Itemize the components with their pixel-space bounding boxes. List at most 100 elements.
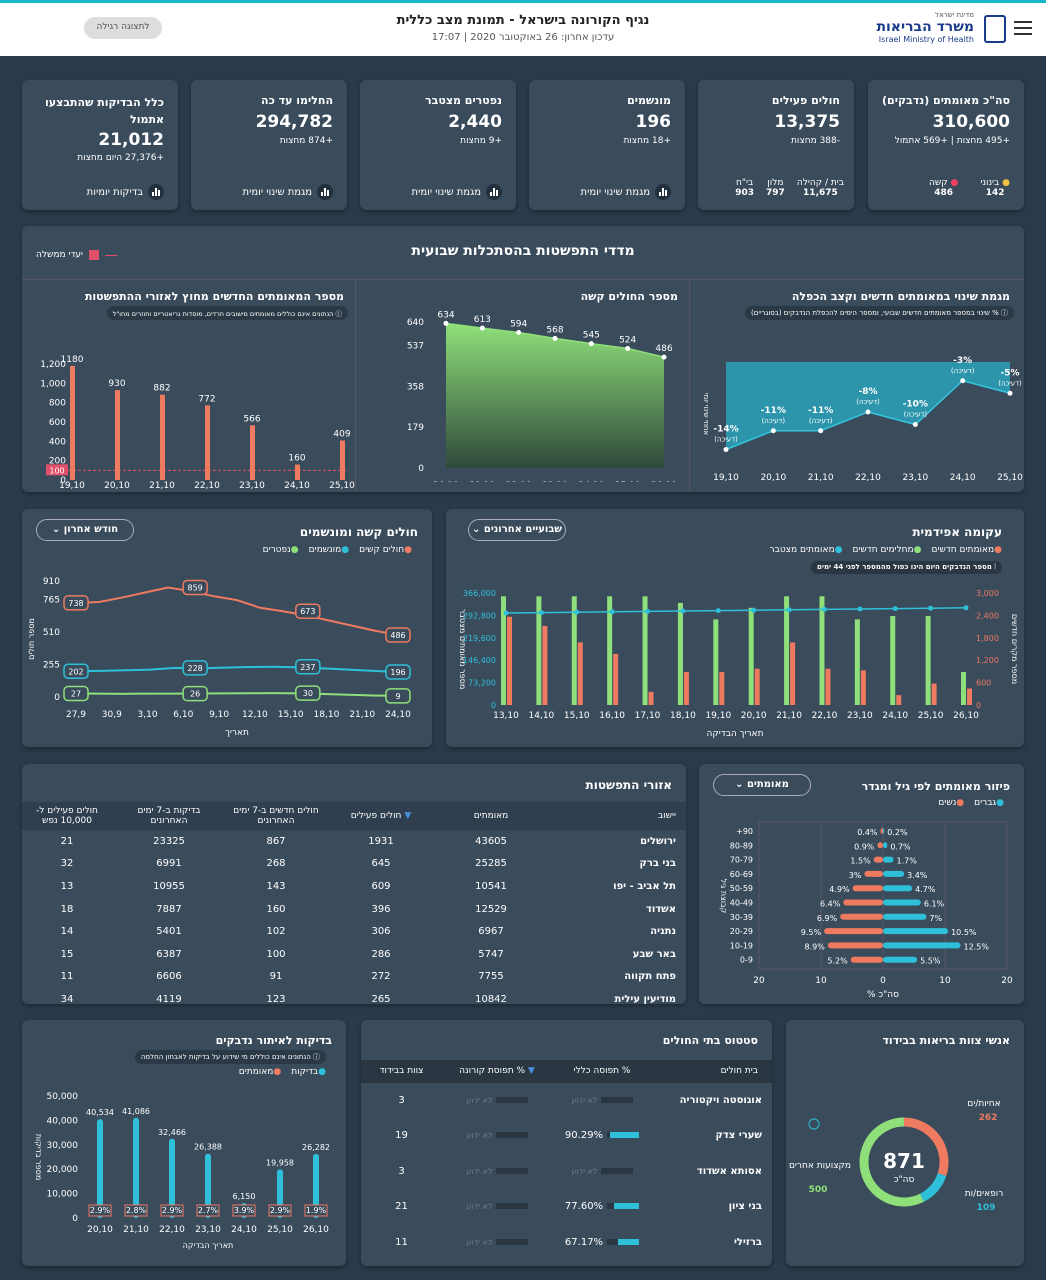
col-tests7[interactable]: בדיקות ב-7 ימים האחרונים — [112, 802, 226, 830]
table-row[interactable]: תל אביב - יפו 10541 609 143 10955 13 — [22, 875, 686, 898]
hotspots-title: אזורי התפשטות — [585, 778, 673, 792]
others-arc — [859, 1117, 924, 1207]
link-label: מגמת שינוי יומית — [242, 186, 312, 198]
positivity-badge — [160, 1204, 184, 1217]
menu-icon[interactable] — [1014, 21, 1032, 35]
severe-badge — [63, 595, 89, 611]
newcases-bar — [896, 695, 902, 705]
positivity-label: 2.9% — [162, 1206, 183, 1215]
table-row[interactable]: ירושלים 43605 1931 867 23325 21 — [22, 830, 686, 853]
table-row[interactable]: מודיעין עילית 10842 265 123 4119 34 — [22, 988, 686, 1004]
y-tick-left: 292,800 — [463, 611, 496, 620]
age-metric-dropdown[interactable]: מאומתים ⌄ — [713, 774, 811, 796]
col-staff-iso[interactable]: צוות בבידוד — [361, 1060, 442, 1083]
col-covid-occ[interactable]: ▼ % תפוסת קורונה — [442, 1060, 552, 1083]
table-cell: 34 — [60, 993, 74, 1004]
table-cell: 14 — [60, 926, 74, 938]
table-cell: 10541 — [475, 880, 507, 892]
severe-area-chart: 640 537 358 179 0 634 20.10 613 21.10 594 22.10 568… — [407, 310, 677, 482]
positivity-label: 2.9% — [270, 1206, 291, 1215]
gov-target-legend: יעדי ממשלה — [36, 250, 118, 260]
men-label: 7% — [929, 914, 942, 923]
table-row[interactable]: פתח תקווה 7755 272 91 6606 11 — [22, 966, 686, 989]
tests-label: 6,150 — [233, 1192, 256, 1201]
trend-note: (דעיכה) — [714, 436, 738, 444]
new-outside-info: ⓘ הנתונים אינם כוללים מאומתים מישובים חר… — [106, 306, 348, 320]
link-label: בדיקות יומיות — [86, 186, 143, 198]
dropdown-label: שבועיים אחרונים — [483, 524, 563, 535]
col-per10k[interactable]: חולים פעילים ל- 10,000 נפש — [22, 802, 112, 830]
daily-trend-link[interactable]: מגמת שינוי יומית — [581, 184, 671, 200]
occupancy-bar — [495, 1167, 528, 1174]
table-row[interactable]: ברזילי 67.17% לא ידוע 11 — [361, 1225, 772, 1261]
ministry-name: משרד הבריאות — [876, 19, 974, 35]
nurses-arc — [903, 1117, 949, 1176]
table-cell: 160 — [266, 903, 286, 915]
link-label: מגמת שינוי יומית — [411, 186, 481, 198]
table-row[interactable]: אוגוסטה ויקטוריה לא ידוע לא ידוע 3 — [361, 1083, 772, 1119]
severe-range-dropdown[interactable]: חודש אחרון ⌄ — [36, 519, 134, 541]
epi-range-dropdown[interactable]: שבועיים אחרונים ⌄ — [468, 519, 566, 541]
table-row[interactable]: אסותא אשדוד לא ידוע לא ידוע 3 — [361, 1154, 772, 1190]
newcases-bar — [613, 653, 619, 705]
breakdown-value: 903 — [735, 188, 755, 198]
cumulative-point — [680, 608, 686, 614]
col-occupancy[interactable]: % תפוסה כללי — [552, 1060, 652, 1083]
men-bar — [883, 899, 921, 906]
cumulative-point — [821, 606, 827, 612]
ministry-en: Israel Ministry of Health — [878, 35, 974, 44]
age-group: 40-49 — [730, 899, 753, 908]
men-label: 3.4% — [907, 871, 928, 880]
x-tick: 25,10 — [267, 1225, 293, 1235]
recovered-bar — [784, 596, 790, 705]
col-new7[interactable]: חולים חדשים ב-7 ימים האחרונים — [226, 802, 326, 830]
x-tick: 20,10 — [104, 481, 130, 491]
daily-trend-link[interactable]: מגמת שינוי יומית — [243, 184, 333, 200]
recovered-bar — [642, 596, 648, 705]
legend-label: מאומתים — [238, 1067, 274, 1077]
daily-trend-link[interactable]: מגמת שינוי יומית — [412, 184, 502, 200]
occupancy-text: לא ידוע — [466, 1095, 492, 1105]
x-tick: 27,9 — [66, 710, 86, 720]
kpi-title: החלימו עד כה — [261, 94, 333, 107]
col-active[interactable]: ▼ חולים פעילים — [326, 802, 436, 830]
table-row[interactable]: בני ציון 77.60% לא ידוע 21 — [361, 1189, 772, 1225]
table-cell: 12529 — [475, 903, 507, 915]
severe-area — [446, 323, 664, 468]
table-row[interactable]: נתניה 6967 306 102 5401 14 — [22, 920, 686, 943]
table-row[interactable]: שערי צדק 90.29% לא ידוע 19 — [361, 1118, 772, 1154]
x-tick: 23,10 — [239, 481, 265, 491]
table-cell: 6606 — [156, 971, 182, 983]
recovered-bar — [748, 607, 754, 705]
regular-view-button[interactable]: לתצוגה רגילה — [84, 17, 162, 39]
age-group: 60-69 — [730, 870, 753, 879]
divider — [355, 279, 356, 492]
table-row[interactable]: אשדוד 12529 396 160 7887 18 — [22, 898, 686, 921]
kpi-title: נפטרים מצטבר — [425, 94, 502, 107]
y-axis-label-right: מספר מקרים חדשים — [1010, 614, 1019, 684]
men-bar — [883, 828, 885, 834]
staff-count: 19 — [395, 1130, 408, 1142]
newcases-bar — [648, 691, 654, 705]
women-bar — [880, 828, 883, 834]
severe-point — [443, 320, 449, 326]
recovered-bar — [501, 596, 506, 705]
kpi-title: מונשמים — [627, 94, 671, 107]
occupancy-text: לא ידוע — [466, 1202, 492, 1212]
y-tick-right: 600 — [976, 679, 991, 688]
col-confirmed[interactable]: מאומתים — [436, 802, 546, 830]
table-row[interactable]: בני ברק 25285 645 268 6991 32 — [22, 853, 686, 876]
hospitals-table: בית חולים % תפוסה כללי ▼ % תפוסת קורונה … — [361, 1060, 772, 1260]
newcases-bar — [931, 683, 937, 705]
nurses-value: 262 — [979, 1113, 998, 1123]
occupancy-text: 77.60% — [564, 1201, 604, 1213]
x-tick: 22,10 — [194, 481, 220, 491]
table-row[interactable]: באר שבע 5747 286 100 6387 15 — [22, 943, 686, 966]
daily-tests-link[interactable]: בדיקות יומיות — [87, 184, 164, 200]
y-tick: 10,000 — [47, 1190, 79, 1200]
col-hospital[interactable]: בית חולים — [652, 1060, 772, 1083]
vent-line — [75, 665, 399, 674]
col-city[interactable]: יישוב — [546, 802, 686, 830]
target-label: 100 — [49, 466, 64, 475]
table-header: יישוב מאומתים ▼ חולים פעילים חולים חדשים… — [22, 802, 686, 830]
